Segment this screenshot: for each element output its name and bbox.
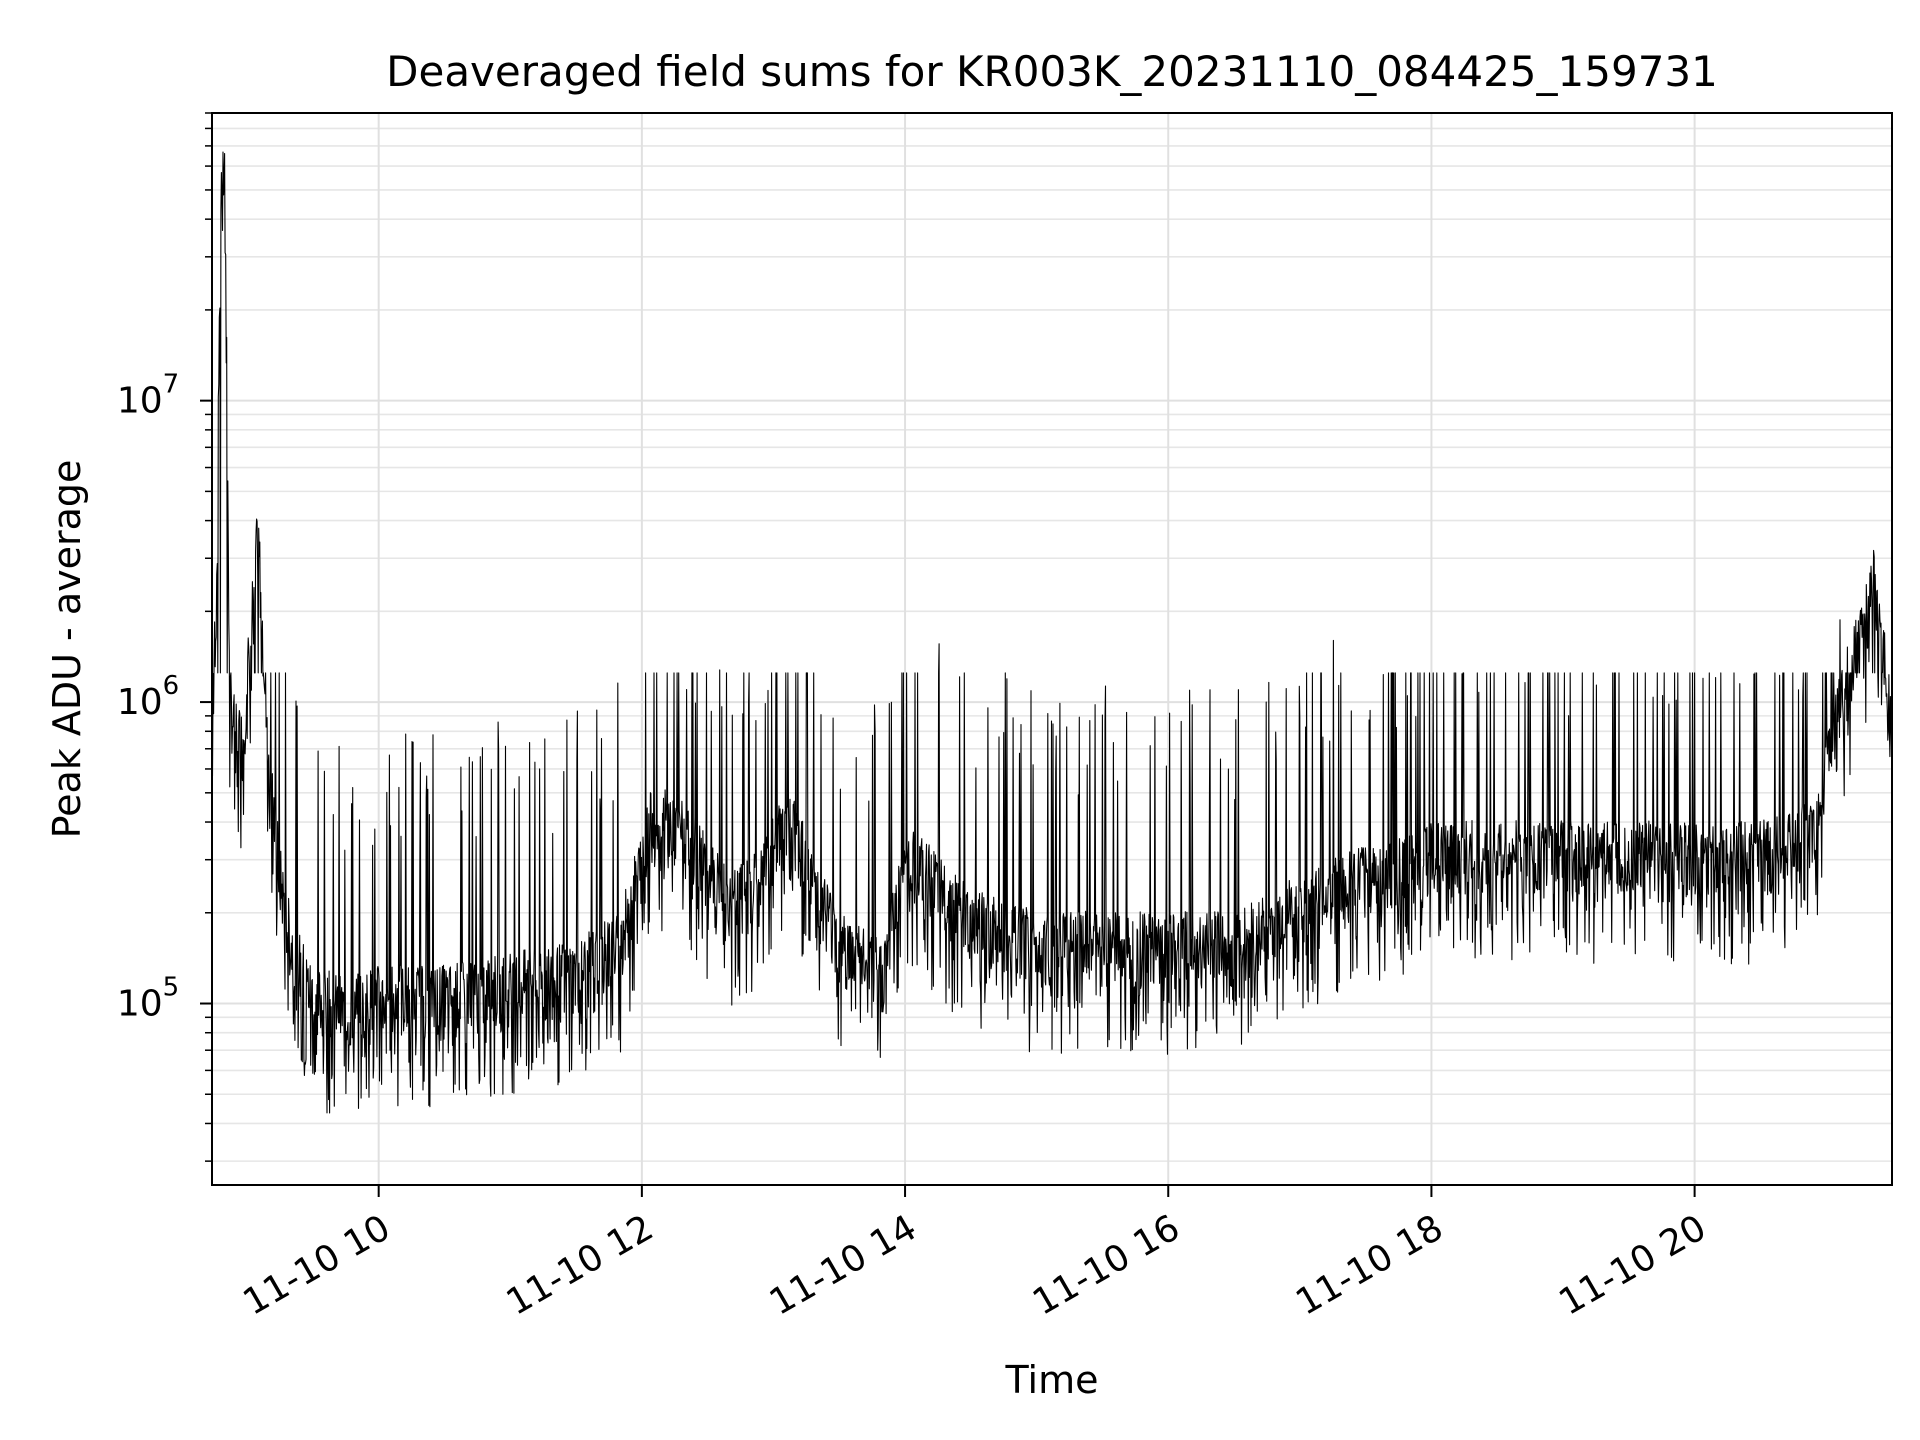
plot-frame bbox=[211, 112, 1893, 1186]
y-tick-exponent: 7 bbox=[163, 370, 180, 400]
x-axis-label: Time bbox=[1005, 1358, 1099, 1402]
y-axis-label: Peak ADU - average bbox=[45, 460, 89, 839]
series-line bbox=[211, 151, 1893, 1114]
chart-title: Deaveraged field sums for KR003K_2023111… bbox=[386, 47, 1718, 96]
y-tick-exponent: 5 bbox=[163, 973, 180, 1003]
y-tick-exponent: 6 bbox=[163, 671, 180, 701]
data-series bbox=[211, 151, 1893, 1114]
